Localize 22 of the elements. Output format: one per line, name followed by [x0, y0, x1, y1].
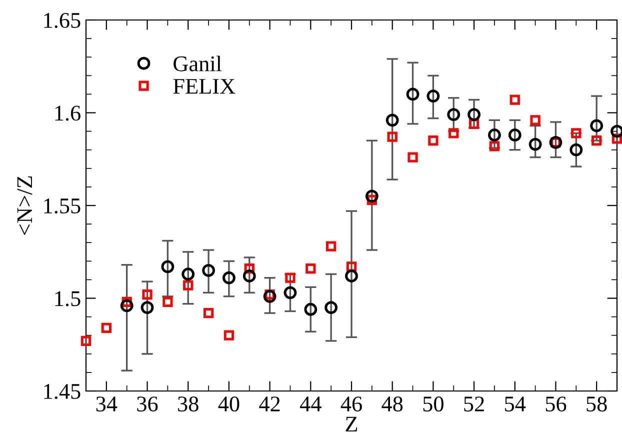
x-tick-label: 36 [137, 396, 158, 412]
x-tick-label: 54 [505, 396, 526, 412]
x-tick-label: 56 [546, 396, 566, 412]
x-tick-label: 46 [340, 396, 362, 412]
x-tick-label: 40 [218, 396, 240, 412]
x-tick-label: 42 [259, 396, 280, 412]
y-axis-title: <N>/Z [17, 176, 32, 235]
x-tick-label: 52 [464, 396, 484, 412]
y-tick-label: 1.45 [44, 384, 80, 400]
legend-label: Ganil [174, 56, 222, 72]
x-tick-label: 34 [96, 396, 118, 412]
y-tick-label: 1.65 [44, 12, 80, 28]
x-tick-label: 50 [423, 396, 444, 412]
x-tick-label: 38 [178, 396, 198, 412]
x-tick-label: 44 [300, 396, 322, 412]
x-axis-title: Z [346, 416, 358, 432]
y-tick-label: 1.5 [55, 291, 80, 306]
y-tick-label: 1.55 [44, 198, 80, 214]
x-tick-label: 48 [382, 396, 403, 412]
y-tick-label: 1.6 [55, 106, 80, 121]
legend-label: FELIX [173, 79, 236, 94]
x-tick-label: 58 [586, 396, 607, 412]
